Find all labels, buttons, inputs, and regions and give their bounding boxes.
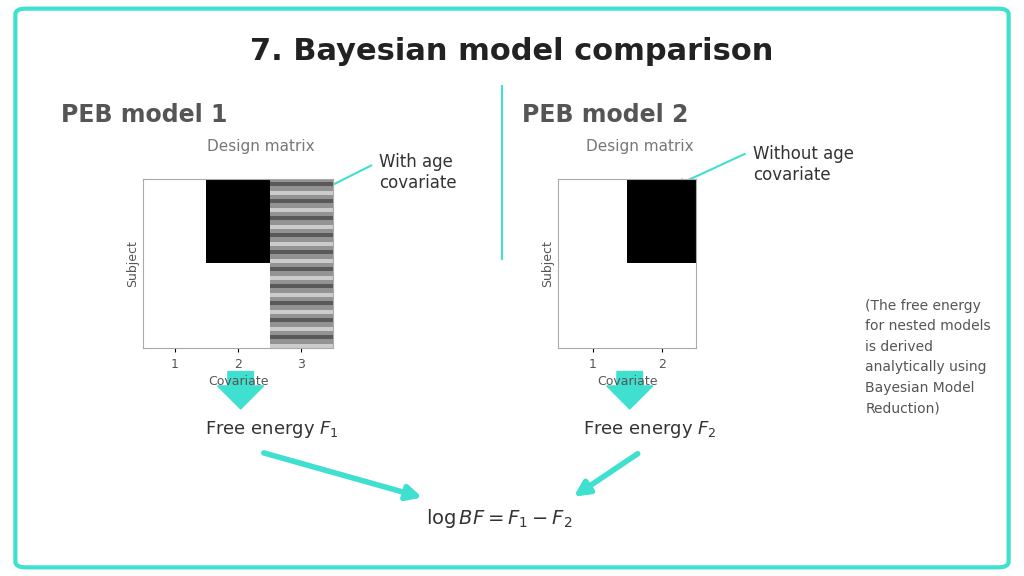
- Text: With age
covariate: With age covariate: [379, 153, 457, 192]
- Text: PEB model 2: PEB model 2: [522, 103, 688, 127]
- X-axis label: Covariate: Covariate: [208, 374, 268, 388]
- Text: 7. Bayesian model comparison: 7. Bayesian model comparison: [250, 37, 774, 66]
- Text: PEB model 1: PEB model 1: [61, 103, 227, 127]
- Text: Design matrix: Design matrix: [586, 139, 694, 154]
- Y-axis label: Subject: Subject: [541, 240, 554, 287]
- Text: Design matrix: Design matrix: [207, 139, 315, 154]
- Text: (The free energy
for nested models
is derived
analytically using
Bayesian Model
: (The free energy for nested models is de…: [865, 298, 991, 416]
- Text: Without age
covariate: Without age covariate: [753, 145, 854, 184]
- FancyBboxPatch shape: [15, 9, 1009, 567]
- FancyArrow shape: [606, 372, 653, 409]
- Text: $\log BF = F_1 - F_2$: $\log BF = F_1 - F_2$: [426, 507, 571, 530]
- Y-axis label: Subject: Subject: [126, 240, 139, 287]
- X-axis label: Covariate: Covariate: [597, 374, 657, 388]
- FancyArrow shape: [217, 372, 264, 409]
- Text: Free energy $F_1$: Free energy $F_1$: [205, 419, 338, 439]
- Text: Free energy $F_2$: Free energy $F_2$: [584, 419, 717, 439]
